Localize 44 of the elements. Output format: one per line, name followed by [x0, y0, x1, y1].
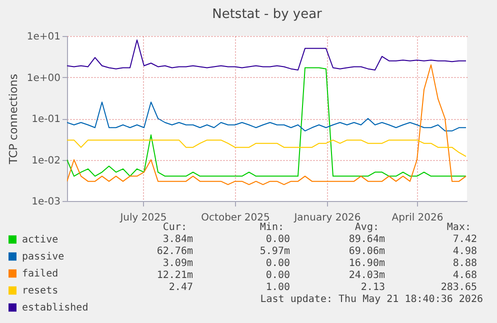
text: 283.65	[440, 282, 477, 294]
x-tick-label: October 2025	[201, 212, 270, 224]
text: 0.00	[266, 258, 290, 270]
x-tick-label: April 2026	[392, 212, 444, 224]
text: 5.97m	[260, 246, 290, 258]
text: 0.00	[266, 234, 290, 246]
text: Cur:	[162, 222, 187, 234]
legend-label: established	[22, 302, 88, 314]
text: Last update: Thu May 21 18:40:36 2026	[260, 294, 483, 306]
text: 4.98	[452, 246, 477, 258]
text: 89.64m	[348, 234, 385, 246]
legend-label: resets	[22, 286, 58, 296]
text: 1.00	[266, 282, 290, 294]
y-axis-title: TCP connections	[6, 74, 20, 166]
text: 3.84m	[162, 234, 193, 246]
y-tick-label: 1e+00	[26, 72, 60, 84]
text: 2.47	[168, 282, 193, 294]
text: Max:	[446, 222, 471, 234]
y-tick-label: 1e-02	[32, 155, 60, 166]
text: Min:	[260, 222, 284, 234]
text: Avg:	[354, 222, 379, 234]
legend-label: passive	[22, 252, 64, 262]
line-series	[67, 140, 466, 157]
text: 12.21m	[156, 270, 193, 282]
text: 2.13	[360, 282, 385, 294]
x-tick-label: July 2025	[119, 212, 167, 224]
line-series	[67, 40, 466, 70]
legend-label: failed	[22, 268, 58, 280]
y-tick-label: 1e-01	[32, 114, 60, 125]
text: 16.90m	[348, 258, 385, 270]
text: 69.06m	[348, 246, 385, 258]
text: 0.00	[266, 270, 290, 282]
text: 24.03m	[348, 270, 385, 282]
y-tick-label: 1e-03	[32, 196, 60, 208]
line-series	[67, 102, 466, 132]
text: 62.76m	[156, 246, 193, 258]
legend-label: active	[22, 234, 58, 246]
x-tick-label: January 2026	[293, 212, 361, 224]
y-tick-label: 1e+01	[26, 32, 60, 42]
text: 3.09m	[162, 258, 193, 270]
chart-title: Netstat - by year	[212, 7, 323, 22]
text: 8.88	[452, 258, 477, 270]
text: 7.42	[452, 234, 477, 246]
text: 4.68	[452, 270, 477, 282]
